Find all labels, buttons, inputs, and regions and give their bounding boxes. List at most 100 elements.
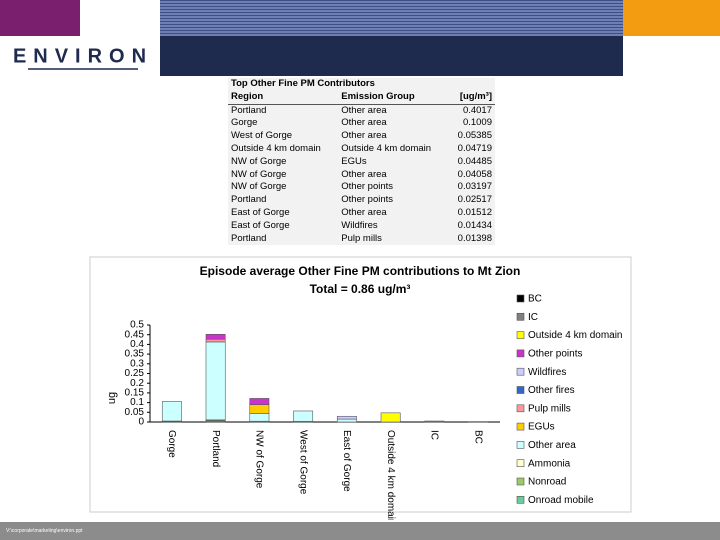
contributors-table: Top Other Fine PM Contributors Region Emis… xyxy=(228,78,495,246)
table-cell: 0.01512 xyxy=(457,206,492,218)
legend-label: Wildfires xyxy=(528,367,566,378)
legend-swatch xyxy=(516,404,525,413)
table-cell: East of Gorge xyxy=(231,219,290,231)
y-tick-label: 0.25 xyxy=(125,368,145,379)
legend-swatch xyxy=(516,331,525,339)
y-tick-label: 0.15 xyxy=(125,388,145,399)
x-tick-label: West of Gorge xyxy=(297,430,308,495)
legend-label: Outside 4 km domain xyxy=(528,330,623,341)
bar-segment xyxy=(336,415,357,420)
table-title: Top Other Fine PM Contributors xyxy=(231,78,375,89)
footer-path: V:\corporate\marketing\environ.ppt xyxy=(6,528,83,534)
legend-swatch xyxy=(516,459,525,468)
y-tick-label: 0.2 xyxy=(130,378,144,389)
table-cell: 0.01434 xyxy=(457,219,492,231)
table-cell: Portland xyxy=(231,232,267,244)
x-tick-label: BC xyxy=(472,430,483,444)
table-cell: Other area xyxy=(341,117,387,129)
legend-swatch xyxy=(516,349,525,358)
x-tick-label: Portland xyxy=(210,430,221,467)
legend-swatch xyxy=(516,294,525,303)
bar-segment xyxy=(249,413,270,422)
table-cell: Wildfires xyxy=(341,219,378,231)
table-row: Outside 4 km domain Outside 4 km domain 0.… xyxy=(228,143,495,156)
y-tick-label: 0 xyxy=(138,417,144,428)
lined-block xyxy=(160,0,623,36)
table-cell: Other area xyxy=(341,168,387,180)
y-axis-label: ug xyxy=(106,392,118,404)
legend-label: Nonroad xyxy=(528,477,566,488)
bar-segment xyxy=(205,338,226,343)
legend-swatch xyxy=(516,422,525,431)
column-header: [ug/m³] xyxy=(448,90,495,105)
chart: Episode average Other Fine PM contributi… xyxy=(89,256,632,520)
orange-block xyxy=(623,0,720,36)
table-cell: Other area xyxy=(341,130,387,142)
legend-label: EGUs xyxy=(528,422,555,433)
legend-swatch xyxy=(516,477,525,486)
bar-segment xyxy=(424,420,445,423)
column-header: Emission Group xyxy=(338,90,449,105)
x-tick-label: IC xyxy=(429,430,440,440)
x-tick-label: Outside 4 km domain xyxy=(385,430,396,520)
table-cell: 0.04058 xyxy=(457,168,492,180)
y-tick-label: 0.35 xyxy=(125,349,145,360)
chart-subtitle: Total = 0.86 ug/m³ xyxy=(310,282,411,296)
table-cell: EGUs xyxy=(341,155,367,167)
table-cell: Other points xyxy=(341,194,394,206)
purple-block xyxy=(0,0,80,36)
legend-label: Other points xyxy=(528,349,582,360)
table-cell: Portland xyxy=(231,104,267,116)
table-row: Portland Other area 0.4017 xyxy=(228,104,495,117)
table-cell: 0.4017 xyxy=(462,104,492,116)
table-cell: Portland xyxy=(231,194,267,206)
table-row: NW of Gorge Other area 0.04058 xyxy=(228,169,495,182)
table-row: NW of Gorge Other points 0.03197 xyxy=(228,181,495,194)
table-cell: 0.04719 xyxy=(457,142,492,154)
table-cell: 0.03197 xyxy=(457,181,492,193)
legend-label: Onroad mobile xyxy=(528,495,594,506)
bar-segment xyxy=(205,341,226,421)
table-cell: NW of Gorge xyxy=(231,155,287,167)
logo: ENVIRON xyxy=(13,45,153,67)
table-cell: NW of Gorge xyxy=(231,181,287,193)
x-tick-label: Gorge xyxy=(166,430,177,458)
table-cell: East of Gorge xyxy=(231,206,290,218)
table-cell: 0.05385 xyxy=(457,130,492,142)
legend-label: BC xyxy=(528,294,542,305)
table-row: East of Gorge Other area 0.01512 xyxy=(228,207,495,220)
table-cell: 0.01398 xyxy=(457,232,492,244)
table-row: Portland Pulp mills 0.01398 xyxy=(228,233,495,246)
table-cell: 0.04485 xyxy=(457,155,492,167)
table-cell: Outside 4 km domain xyxy=(341,142,432,154)
y-tick-label: 0.1 xyxy=(130,397,144,408)
y-tick-label: 0.4 xyxy=(130,339,144,350)
table-cell: Other area xyxy=(341,104,387,116)
y-tick-label: 0.5 xyxy=(130,320,144,331)
table-cell: Outside 4 km domain xyxy=(231,142,321,154)
bar-segment xyxy=(293,410,314,422)
table-cell: Other area xyxy=(341,206,387,218)
table-title-row: Top Other Fine PM Contributors xyxy=(228,78,495,91)
y-tick-label: 0.05 xyxy=(125,407,145,418)
table-row: Gorge Other area 0.1009 xyxy=(228,117,495,130)
bar-segment xyxy=(249,398,270,405)
table-cell: Pulp mills xyxy=(341,232,382,244)
legend-swatch xyxy=(516,386,525,394)
table-cell: 0.1009 xyxy=(462,117,492,129)
legend-label: Other fires xyxy=(528,385,575,396)
stripes xyxy=(160,1,623,36)
table-row: East of Gorge Wildfires 0.01434 xyxy=(228,220,495,233)
legend-label: Ammonia xyxy=(528,458,571,469)
table-row: West of Gorge Other area 0.05385 xyxy=(228,130,495,143)
bar-segment xyxy=(336,418,357,423)
table-cell: Other points xyxy=(341,181,394,193)
table-row: NW of Gorge EGUs 0.04485 xyxy=(228,156,495,169)
legend-swatch xyxy=(516,495,525,504)
legend-label: Other area xyxy=(528,440,576,451)
bar-segment xyxy=(161,401,182,422)
navy-block xyxy=(160,36,623,76)
legend-swatch xyxy=(516,441,525,449)
legend-label: IC xyxy=(528,312,538,323)
table-cell: 0.02517 xyxy=(457,194,492,206)
